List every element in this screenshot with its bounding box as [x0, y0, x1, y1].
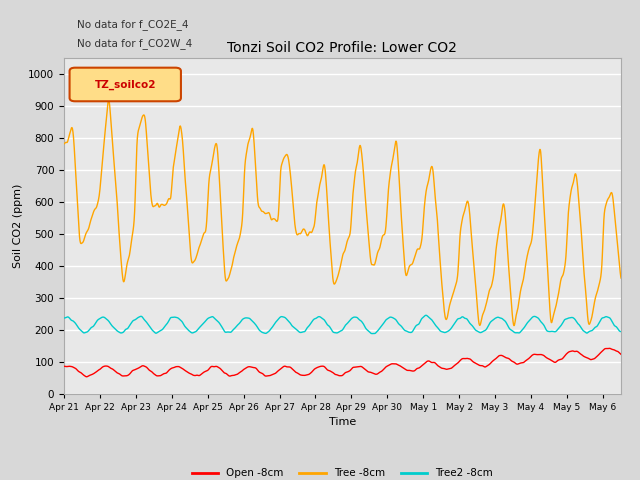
Title: Tonzi Soil CO2 Profile: Lower CO2: Tonzi Soil CO2 Profile: Lower CO2 [227, 41, 458, 55]
Legend: Open -8cm, Tree -8cm, Tree2 -8cm: Open -8cm, Tree -8cm, Tree2 -8cm [188, 464, 497, 480]
Y-axis label: Soil CO2 (ppm): Soil CO2 (ppm) [13, 183, 22, 268]
Line: Open -8cm: Open -8cm [64, 348, 639, 377]
Tree2 -8cm [422, 312, 429, 318]
Text: No data for f_CO2W_4: No data for f_CO2W_4 [77, 38, 192, 49]
Tree -8cm [118, 264, 125, 270]
Open -8cm [387, 361, 394, 367]
Open -8cm [83, 374, 90, 380]
Tree -8cm [510, 323, 518, 328]
Tree2 -8cm [118, 330, 125, 336]
Tree -8cm [525, 246, 532, 252]
Tree2 -8cm [241, 315, 249, 321]
Tree2 -8cm [525, 318, 532, 324]
Text: TZ_soilco2: TZ_soilco2 [95, 79, 156, 90]
Tree -8cm [387, 171, 394, 177]
Open -8cm [525, 356, 532, 361]
Tree2 -8cm [60, 315, 68, 321]
Open -8cm [242, 365, 250, 371]
Tree -8cm [60, 141, 68, 147]
Text: No data for f_CO2E_4: No data for f_CO2E_4 [77, 19, 188, 30]
Open -8cm [60, 363, 68, 369]
Tree2 -8cm [387, 314, 394, 320]
Tree -8cm [635, 255, 640, 261]
Open -8cm [635, 346, 640, 351]
Open -8cm [605, 346, 613, 351]
Open -8cm [557, 357, 565, 362]
FancyBboxPatch shape [70, 68, 181, 101]
Tree -8cm [105, 97, 113, 103]
Tree -8cm [627, 267, 635, 273]
Open -8cm [118, 373, 125, 379]
Tree -8cm [557, 275, 565, 281]
Tree2 -8cm [635, 317, 640, 323]
X-axis label: Time: Time [329, 417, 356, 427]
Line: Tree -8cm: Tree -8cm [64, 100, 639, 325]
Tree2 -8cm [627, 325, 635, 331]
Tree -8cm [242, 155, 250, 161]
Open -8cm [627, 352, 635, 358]
Tree2 -8cm [368, 331, 376, 336]
Tree2 -8cm [557, 322, 565, 328]
Line: Tree2 -8cm: Tree2 -8cm [64, 315, 639, 334]
